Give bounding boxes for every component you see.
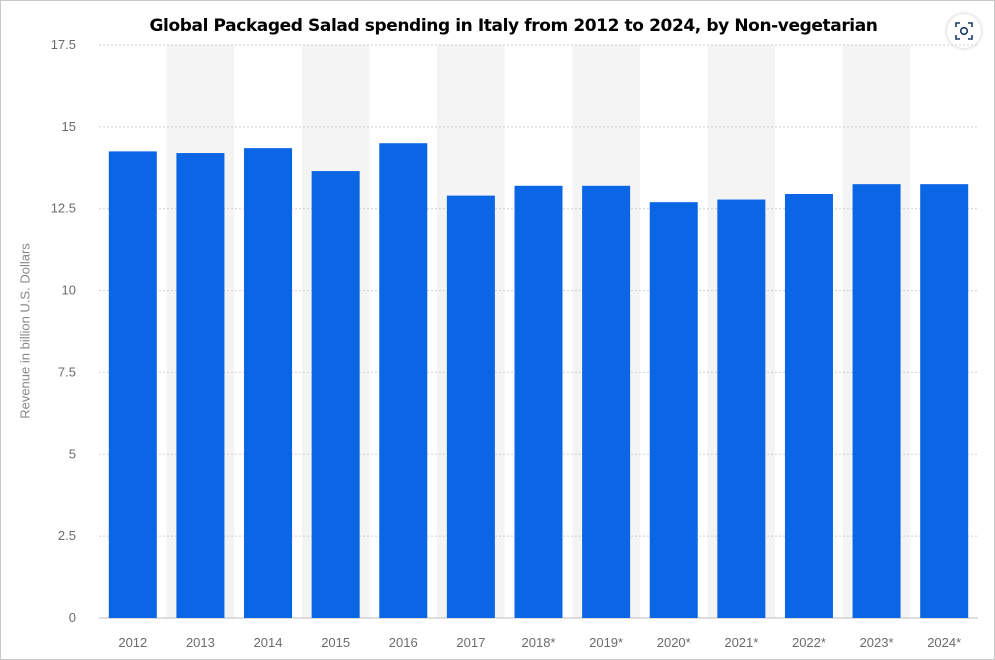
x-tick-label: 2019* bbox=[589, 635, 623, 650]
x-tick-label: 2015 bbox=[321, 635, 350, 650]
bar bbox=[108, 151, 157, 618]
bar bbox=[244, 148, 293, 618]
bar bbox=[446, 195, 495, 619]
bar bbox=[717, 199, 766, 619]
bar bbox=[379, 143, 428, 618]
y-tick-label: 17.5 bbox=[51, 37, 76, 52]
y-tick-label: 15 bbox=[62, 119, 76, 134]
bar bbox=[311, 171, 360, 618]
x-tick-label: 2017 bbox=[456, 635, 485, 650]
x-tick-label: 2020* bbox=[657, 635, 691, 650]
x-tick-label: 2013 bbox=[186, 635, 215, 650]
y-tick-label: 0 bbox=[69, 610, 76, 625]
bar bbox=[582, 185, 631, 618]
x-tick-label: 2014 bbox=[254, 635, 283, 650]
x-tick-label: 2022* bbox=[792, 635, 826, 650]
y-tick-label: 7.5 bbox=[58, 364, 76, 379]
bar bbox=[649, 202, 698, 618]
y-tick-label: 2.5 bbox=[58, 528, 76, 543]
x-tick-label: 2023* bbox=[860, 635, 894, 650]
screenshot-icon bbox=[955, 22, 973, 40]
y-tick-label: 10 bbox=[62, 283, 76, 298]
x-tick-label: 2018* bbox=[522, 635, 556, 650]
x-tick-label: 2012 bbox=[118, 635, 147, 650]
bar bbox=[920, 184, 969, 618]
bar bbox=[852, 184, 901, 618]
x-tick-label: 2021* bbox=[724, 635, 758, 650]
y-tick-label: 12.5 bbox=[51, 201, 76, 216]
x-tick-label: 2024* bbox=[927, 635, 961, 650]
screenshot-button[interactable] bbox=[947, 14, 981, 48]
bar bbox=[514, 185, 563, 618]
chart-title: Global Packaged Salad spending in Italy … bbox=[149, 16, 878, 36]
bar bbox=[784, 193, 833, 619]
y-tick-label: 5 bbox=[69, 446, 76, 461]
x-tick-label: 2016 bbox=[389, 635, 418, 650]
bar bbox=[176, 153, 225, 618]
